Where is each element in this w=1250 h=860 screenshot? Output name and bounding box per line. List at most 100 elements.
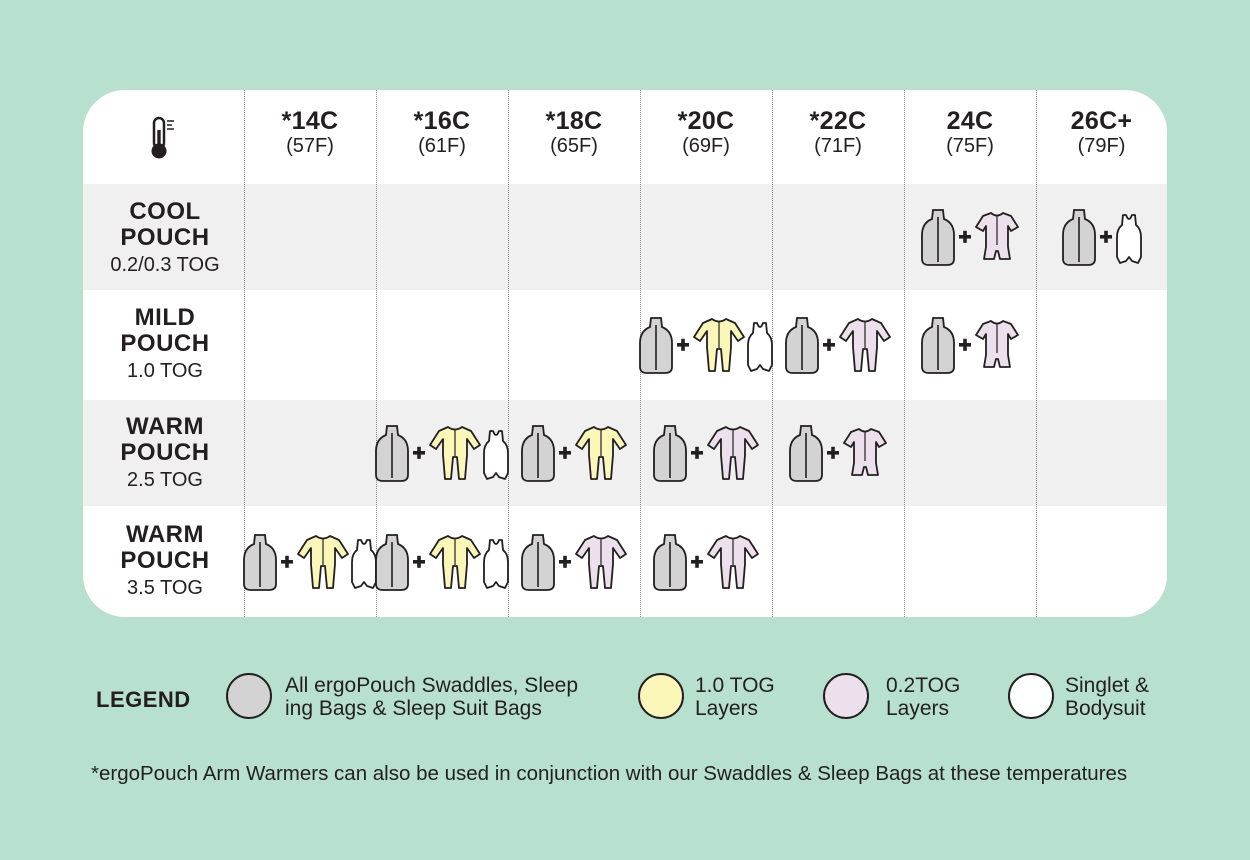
plus-icon <box>559 446 571 459</box>
cell-clothing-group <box>789 423 887 483</box>
row-label-tog: 3.5 TOG <box>127 577 203 599</box>
thermometer-icon <box>151 116 174 159</box>
plus-icon <box>1100 230 1112 243</box>
suit-yellow-icon <box>297 534 349 589</box>
plus-icon <box>677 338 689 351</box>
legend-title: LEGEND <box>96 687 191 712</box>
cell-clothing-group <box>653 423 759 483</box>
temp-fahrenheit: (65F) <box>550 135 598 157</box>
pouch-icon <box>521 425 555 482</box>
legend-swatch-yellow <box>638 673 684 719</box>
cell-clothing-group <box>521 423 627 483</box>
column-divider <box>1036 90 1037 617</box>
legend-line: ing Bags & Sleep Suit Bags <box>285 697 542 720</box>
row-label-tog: 1.0 TOG <box>127 360 203 382</box>
legend-swatch-pouch <box>226 673 272 719</box>
legend-text-yellow: 1.0 TOG Layers <box>695 674 775 720</box>
suit-yellow-icon <box>693 318 745 372</box>
column-divider <box>244 90 245 617</box>
temp-celsius: *22C <box>809 107 867 135</box>
row-label-tog: 0.2/0.3 TOG <box>110 254 220 276</box>
cell-clothing-group <box>921 207 1019 267</box>
row-label-line1: COOL <box>129 198 201 225</box>
legend: LEGEND All ergoPouch Swaddles, Sleep ing… <box>96 670 1176 730</box>
legend-text-pouch: All ergoPouch Swaddles, Sleep ing Bags &… <box>285 674 578 720</box>
legend-line: Layers <box>886 697 950 720</box>
singlet-icon <box>747 322 773 372</box>
row-label: MILD POUCH 1.0 TOG <box>83 290 247 415</box>
singlet-icon <box>483 538 509 589</box>
romper-lilac-icon <box>975 320 1019 368</box>
plus-icon <box>691 446 703 459</box>
temp-celsius: 26C+ <box>1070 107 1133 135</box>
temp-fahrenheit: (71F) <box>814 135 862 157</box>
pouch-icon <box>785 317 819 374</box>
plus-icon <box>281 555 293 568</box>
legend-swatch-singlet <box>1008 673 1054 719</box>
col-header-24c: 24C (75F) <box>904 90 1036 184</box>
singlet-icon <box>351 538 377 589</box>
header-row: *14C (57F) *16C (61F) *18C (65F) *20C (6… <box>83 90 1167 184</box>
col-header-14c: *14C (57F) <box>244 90 376 184</box>
suit-lilac-icon <box>575 534 627 589</box>
row-label-line1: WARM <box>126 413 204 440</box>
pouch-icon <box>921 209 955 266</box>
row-label-line2: POUCH <box>120 439 210 466</box>
cell-clothing-group <box>375 423 509 483</box>
pouch-icon <box>243 533 277 591</box>
column-divider <box>904 90 905 617</box>
legend-line: Bodysuit <box>1065 697 1146 720</box>
legend-line: 1.0 TOG <box>695 674 775 697</box>
plus-icon <box>823 338 835 351</box>
singlet-icon <box>483 430 509 480</box>
plus-icon <box>959 230 971 243</box>
cell-clothing-group <box>1062 207 1142 267</box>
suit-lilac-icon <box>839 318 891 372</box>
legend-line: All ergoPouch Swaddles, Sleep <box>285 674 579 697</box>
temp-fahrenheit: (79F) <box>1077 135 1126 157</box>
romper-lilac-icon <box>843 428 887 476</box>
temp-fahrenheit: (69F) <box>682 135 730 157</box>
temp-celsius: *18C <box>545 107 603 135</box>
plus-icon <box>559 555 571 568</box>
col-header-18c: *18C (65F) <box>508 90 640 184</box>
plus-icon <box>959 338 971 351</box>
suit-lilac-icon <box>707 426 759 480</box>
temp-celsius: *16C <box>413 107 471 135</box>
temp-fahrenheit: (75F) <box>946 135 994 157</box>
cell-clothing-group <box>653 532 759 592</box>
row-mild-pouch: MILD POUCH 1.0 TOG <box>83 290 1167 400</box>
col-header-22c: *22C (71F) <box>772 90 904 184</box>
suit-yellow-icon <box>429 426 481 480</box>
legend-line: 0.2TOG <box>886 674 961 697</box>
row-label: WARM POUCH 3.5 TOG <box>83 506 247 617</box>
temp-celsius: *20C <box>677 107 735 135</box>
cell-clothing-group <box>375 532 509 592</box>
row-label-line1: WARM <box>126 521 204 548</box>
singlet-icon <box>1116 214 1142 264</box>
plus-icon <box>827 446 839 459</box>
row-label-line1: MILD <box>134 304 196 331</box>
cell-clothing-group <box>639 315 773 375</box>
col-header-16c: *16C (61F) <box>376 90 508 184</box>
cell-clothing-group <box>521 532 627 592</box>
temp-celsius: 24C <box>946 107 994 135</box>
column-divider <box>508 90 509 617</box>
temp-fahrenheit: (57F) <box>286 135 334 157</box>
col-header-26c: 26C+ (79F) <box>1036 90 1167 184</box>
pouch-icon <box>521 533 555 591</box>
legend-swatch-lilac <box>823 673 869 719</box>
row-label-line2: POUCH <box>120 330 210 357</box>
temp-celsius: *14C <box>281 107 339 135</box>
row-label-tog: 2.5 TOG <box>127 469 203 491</box>
pouch-icon <box>789 425 823 482</box>
pouch-icon <box>921 317 955 374</box>
pouch-icon <box>375 533 409 591</box>
cell-clothing-group <box>921 315 1019 375</box>
legend-line: Layers <box>695 697 759 720</box>
column-divider <box>376 90 377 617</box>
row-warm-pouch-3-5: WARM POUCH 3.5 TOG <box>83 506 1167 617</box>
pouch-icon <box>1062 209 1096 266</box>
plus-icon <box>413 555 425 568</box>
footnote: *ergoPouch Arm Warmers can also be used … <box>91 762 1128 785</box>
